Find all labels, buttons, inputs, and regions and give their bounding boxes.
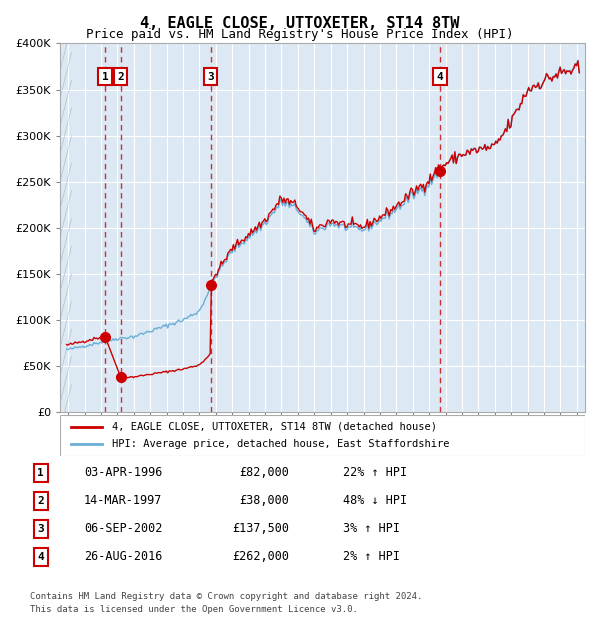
Text: 06-SEP-2002: 06-SEP-2002 xyxy=(84,522,163,535)
Text: 48% ↓ HPI: 48% ↓ HPI xyxy=(343,494,407,507)
Text: 4, EAGLE CLOSE, UTTOXETER, ST14 8TW: 4, EAGLE CLOSE, UTTOXETER, ST14 8TW xyxy=(140,16,460,30)
Text: 22% ↑ HPI: 22% ↑ HPI xyxy=(343,466,407,479)
Text: Price paid vs. HM Land Registry's House Price Index (HPI): Price paid vs. HM Land Registry's House … xyxy=(86,28,514,41)
Text: £137,500: £137,500 xyxy=(232,522,289,535)
Text: 1: 1 xyxy=(102,71,109,82)
Text: 3: 3 xyxy=(37,524,44,534)
Text: 3: 3 xyxy=(207,71,214,82)
Text: 2% ↑ HPI: 2% ↑ HPI xyxy=(343,550,400,563)
Text: 2: 2 xyxy=(37,496,44,506)
FancyBboxPatch shape xyxy=(60,415,585,456)
Text: £38,000: £38,000 xyxy=(239,494,289,507)
Text: 03-APR-1996: 03-APR-1996 xyxy=(84,466,163,479)
Text: This data is licensed under the Open Government Licence v3.0.: This data is licensed under the Open Gov… xyxy=(30,604,358,614)
Text: 4, EAGLE CLOSE, UTTOXETER, ST14 8TW (detached house): 4, EAGLE CLOSE, UTTOXETER, ST14 8TW (det… xyxy=(113,422,437,432)
Text: 3% ↑ HPI: 3% ↑ HPI xyxy=(343,522,400,535)
Text: 26-AUG-2016: 26-AUG-2016 xyxy=(84,550,163,563)
Text: 4: 4 xyxy=(37,552,44,562)
Text: HPI: Average price, detached house, East Staffordshire: HPI: Average price, detached house, East… xyxy=(113,440,450,450)
Text: 2: 2 xyxy=(118,71,124,82)
Text: Contains HM Land Registry data © Crown copyright and database right 2024.: Contains HM Land Registry data © Crown c… xyxy=(30,592,422,601)
Text: 1: 1 xyxy=(37,467,44,478)
Text: £262,000: £262,000 xyxy=(232,550,289,563)
Text: £82,000: £82,000 xyxy=(239,466,289,479)
Text: 4: 4 xyxy=(436,71,443,82)
Text: 14-MAR-1997: 14-MAR-1997 xyxy=(84,494,163,507)
